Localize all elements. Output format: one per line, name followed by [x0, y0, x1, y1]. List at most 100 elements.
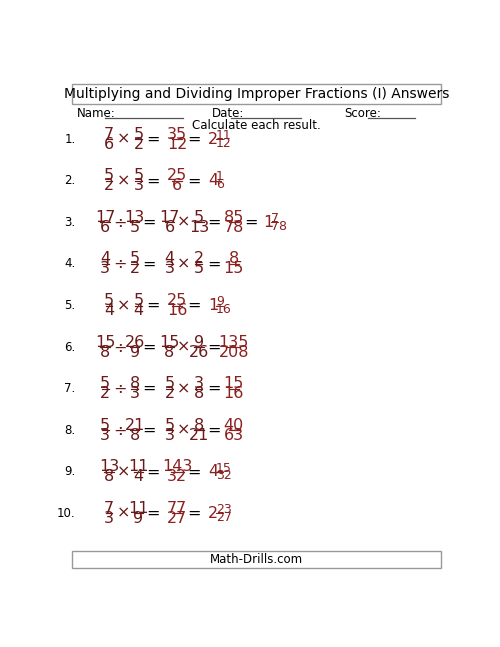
- Text: Math-Drills.com: Math-Drills.com: [210, 553, 303, 566]
- Text: 7: 7: [104, 501, 114, 516]
- Text: 16: 16: [224, 386, 244, 401]
- Text: 8: 8: [130, 428, 140, 443]
- Text: 5: 5: [134, 293, 143, 308]
- Text: 4: 4: [208, 465, 218, 479]
- Text: ×: ×: [117, 298, 130, 313]
- Text: 8: 8: [228, 252, 239, 267]
- Text: ×: ×: [117, 132, 130, 147]
- Text: 3: 3: [164, 428, 174, 443]
- Text: 5: 5: [194, 210, 204, 225]
- Text: 15: 15: [216, 461, 232, 474]
- Text: 3: 3: [164, 261, 174, 276]
- Text: 16: 16: [167, 303, 188, 318]
- Text: 21: 21: [188, 428, 209, 443]
- Text: =: =: [188, 506, 201, 521]
- Text: 21: 21: [124, 418, 145, 433]
- Text: 3: 3: [194, 376, 204, 391]
- Text: 2.: 2.: [64, 174, 76, 188]
- Text: 208: 208: [218, 345, 249, 360]
- Text: 9: 9: [194, 334, 204, 349]
- Text: =: =: [146, 132, 160, 147]
- Text: 6: 6: [172, 179, 182, 193]
- Text: 7: 7: [271, 212, 279, 225]
- Text: 11: 11: [128, 501, 148, 516]
- Text: 15: 15: [224, 261, 244, 276]
- Text: =: =: [207, 422, 220, 438]
- Text: 9.: 9.: [64, 465, 76, 478]
- Text: 5: 5: [134, 168, 143, 183]
- Text: 1: 1: [263, 215, 274, 230]
- Text: 78: 78: [271, 220, 287, 233]
- Text: 3: 3: [134, 179, 143, 193]
- Text: 8: 8: [130, 376, 140, 391]
- Text: 5: 5: [164, 418, 174, 433]
- Text: 1: 1: [216, 170, 224, 184]
- Text: 8: 8: [194, 386, 204, 401]
- Text: 13: 13: [124, 210, 144, 225]
- Text: ×: ×: [117, 506, 130, 521]
- Text: 3: 3: [130, 386, 140, 401]
- Text: 3: 3: [100, 261, 110, 276]
- Text: 26: 26: [189, 345, 209, 360]
- Text: 3.: 3.: [64, 216, 76, 229]
- Text: =: =: [207, 215, 220, 230]
- Text: =: =: [188, 465, 201, 479]
- Text: ÷: ÷: [113, 422, 126, 438]
- Text: 9: 9: [130, 345, 140, 360]
- Text: 13: 13: [189, 220, 209, 235]
- Text: 32: 32: [216, 469, 232, 482]
- Text: 5: 5: [130, 252, 140, 267]
- Text: =: =: [142, 215, 156, 230]
- Text: 5: 5: [194, 261, 204, 276]
- Text: 5: 5: [104, 168, 114, 183]
- Text: =: =: [142, 422, 156, 438]
- Text: 9: 9: [216, 295, 224, 308]
- Text: 25: 25: [167, 293, 188, 308]
- Text: 15: 15: [224, 376, 244, 391]
- Text: 15: 15: [95, 334, 116, 349]
- Text: 5: 5: [104, 293, 114, 308]
- Text: 4: 4: [104, 303, 114, 318]
- Text: ÷: ÷: [113, 340, 126, 355]
- Text: 32: 32: [167, 469, 188, 485]
- Text: =: =: [188, 298, 201, 313]
- Text: 78: 78: [224, 220, 244, 235]
- Text: =: =: [142, 381, 156, 396]
- Text: Name:: Name:: [76, 107, 115, 120]
- Text: 5: 5: [100, 376, 110, 391]
- Text: 15: 15: [160, 334, 180, 349]
- Text: 143: 143: [162, 459, 192, 474]
- Text: 85: 85: [224, 210, 244, 225]
- Text: 2: 2: [164, 386, 174, 401]
- Text: 5: 5: [130, 220, 140, 235]
- Text: Score:: Score:: [344, 107, 381, 120]
- Text: 8: 8: [104, 469, 114, 485]
- Text: 2: 2: [208, 506, 218, 521]
- Text: Calculate each result.: Calculate each result.: [192, 119, 320, 132]
- Text: 6: 6: [216, 178, 224, 191]
- Text: ×: ×: [176, 256, 190, 272]
- Text: 17: 17: [160, 210, 180, 225]
- Text: 2: 2: [104, 179, 114, 193]
- Text: 2: 2: [208, 132, 218, 147]
- Text: ×: ×: [176, 422, 190, 438]
- Text: =: =: [146, 173, 160, 188]
- Text: 5: 5: [100, 418, 110, 433]
- Text: Multiplying and Dividing Improper Fractions (I) Answers: Multiplying and Dividing Improper Fracti…: [64, 87, 449, 101]
- Text: =: =: [146, 298, 160, 313]
- Text: ÷: ÷: [113, 381, 126, 396]
- Text: 6: 6: [164, 220, 174, 235]
- Text: 63: 63: [224, 428, 244, 443]
- Text: 27: 27: [167, 511, 188, 526]
- Text: ×: ×: [176, 215, 190, 230]
- Text: 40: 40: [224, 418, 244, 433]
- Text: 12: 12: [167, 137, 188, 152]
- Bar: [72, 551, 440, 568]
- Text: 2: 2: [100, 386, 110, 401]
- Text: =: =: [188, 173, 201, 188]
- Text: 6.: 6.: [64, 340, 76, 354]
- Text: =: =: [146, 506, 160, 521]
- Text: 17: 17: [95, 210, 116, 225]
- Text: 11: 11: [128, 459, 148, 474]
- Text: =: =: [142, 256, 156, 272]
